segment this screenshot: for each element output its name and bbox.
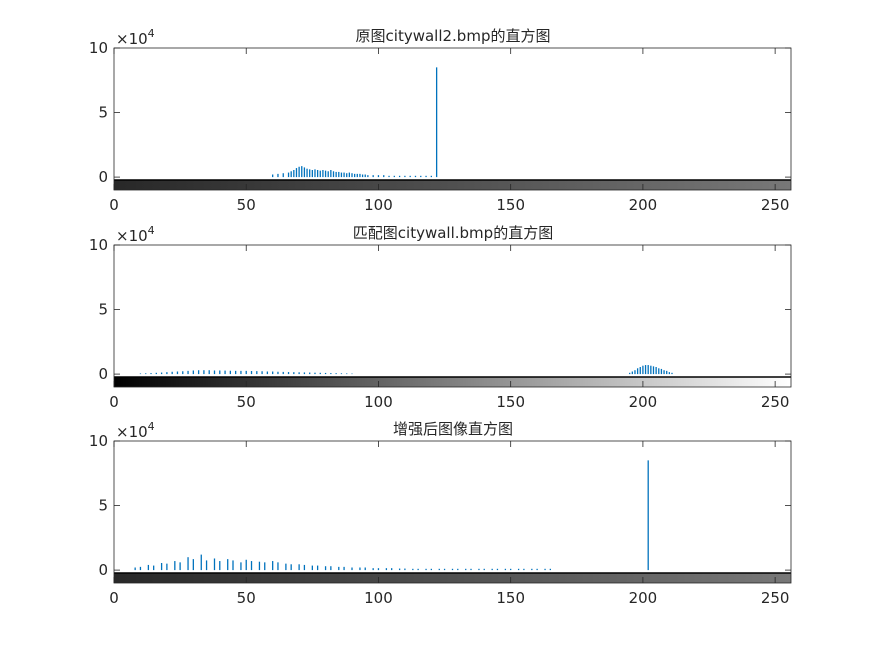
y-exponent-power: 4 xyxy=(148,27,155,40)
y-tick-label: 5 xyxy=(98,104,108,122)
x-tick-label: 150 xyxy=(496,589,525,607)
y-tick-label: 0 xyxy=(98,168,108,186)
x-tick-label: 250 xyxy=(761,196,790,214)
panel-title: 增强后图像直方图 xyxy=(393,420,513,438)
x-tick-label: 0 xyxy=(109,393,119,411)
histogram-panel-3: 0 50 100 150 200 250 0 5 10 ×104 增强后图像直方图 xyxy=(89,420,792,607)
plot-area xyxy=(114,48,791,190)
x-tick-label: 100 xyxy=(364,393,393,411)
x-tick-label: 50 xyxy=(237,196,256,214)
histogram-panel-1: 0 50 100 150 200 250 0 5 10 ×104 原图citywall2.bmp的直… xyxy=(89,27,792,214)
x-tick-label: 200 xyxy=(629,393,658,411)
x-tick-label: 0 xyxy=(109,589,119,607)
histogram-panel-2: 0 50 100 150 200 250 0 5 10 ×104 匹配图citywall.bmp的直… xyxy=(89,224,792,411)
x-tick-label: 50 xyxy=(237,589,256,607)
x-tick-label: 150 xyxy=(496,196,525,214)
y-exponent-base: ×10 xyxy=(116,423,148,441)
x-tick-label: 250 xyxy=(761,589,790,607)
y-exponent-base: ×10 xyxy=(116,30,148,48)
y-tick-label: 5 xyxy=(98,301,108,319)
axes-box xyxy=(113,440,792,584)
plot-area xyxy=(114,441,791,583)
y-exponent-power: 4 xyxy=(148,420,155,433)
y-exponent-label: ×104 xyxy=(116,224,155,245)
x-tick-label: 50 xyxy=(237,393,256,411)
y-exponent-power: 4 xyxy=(148,224,155,237)
y-tick-label: 5 xyxy=(98,497,108,515)
panel-title: 匹配图citywall.bmp的直方图 xyxy=(353,224,553,242)
y-tick-label: 0 xyxy=(98,365,108,383)
x-tick-label: 200 xyxy=(629,589,658,607)
grayscale-colorbar xyxy=(114,573,791,583)
y-exponent-label: ×104 xyxy=(116,420,155,441)
y-exponent-label: ×104 xyxy=(116,27,155,48)
panel-title: 原图citywall2.bmp的直方图 xyxy=(356,27,551,45)
grayscale-colorbar xyxy=(114,180,791,190)
y-tick-label: 0 xyxy=(98,561,108,579)
axes-box xyxy=(113,244,792,388)
y-tick-label: 10 xyxy=(89,236,108,254)
x-tick-label: 150 xyxy=(496,393,525,411)
y-tick-label: 10 xyxy=(89,39,108,57)
x-tick-label: 0 xyxy=(109,196,119,214)
x-tick-label: 250 xyxy=(761,393,790,411)
x-tick-label: 200 xyxy=(629,196,658,214)
x-tick-label: 100 xyxy=(364,196,393,214)
y-tick-label: 10 xyxy=(89,432,108,450)
grayscale-colorbar xyxy=(114,377,791,387)
plot-area xyxy=(114,245,791,387)
y-exponent-base: ×10 xyxy=(116,227,148,245)
axes-box xyxy=(113,47,792,191)
x-tick-label: 100 xyxy=(364,589,393,607)
